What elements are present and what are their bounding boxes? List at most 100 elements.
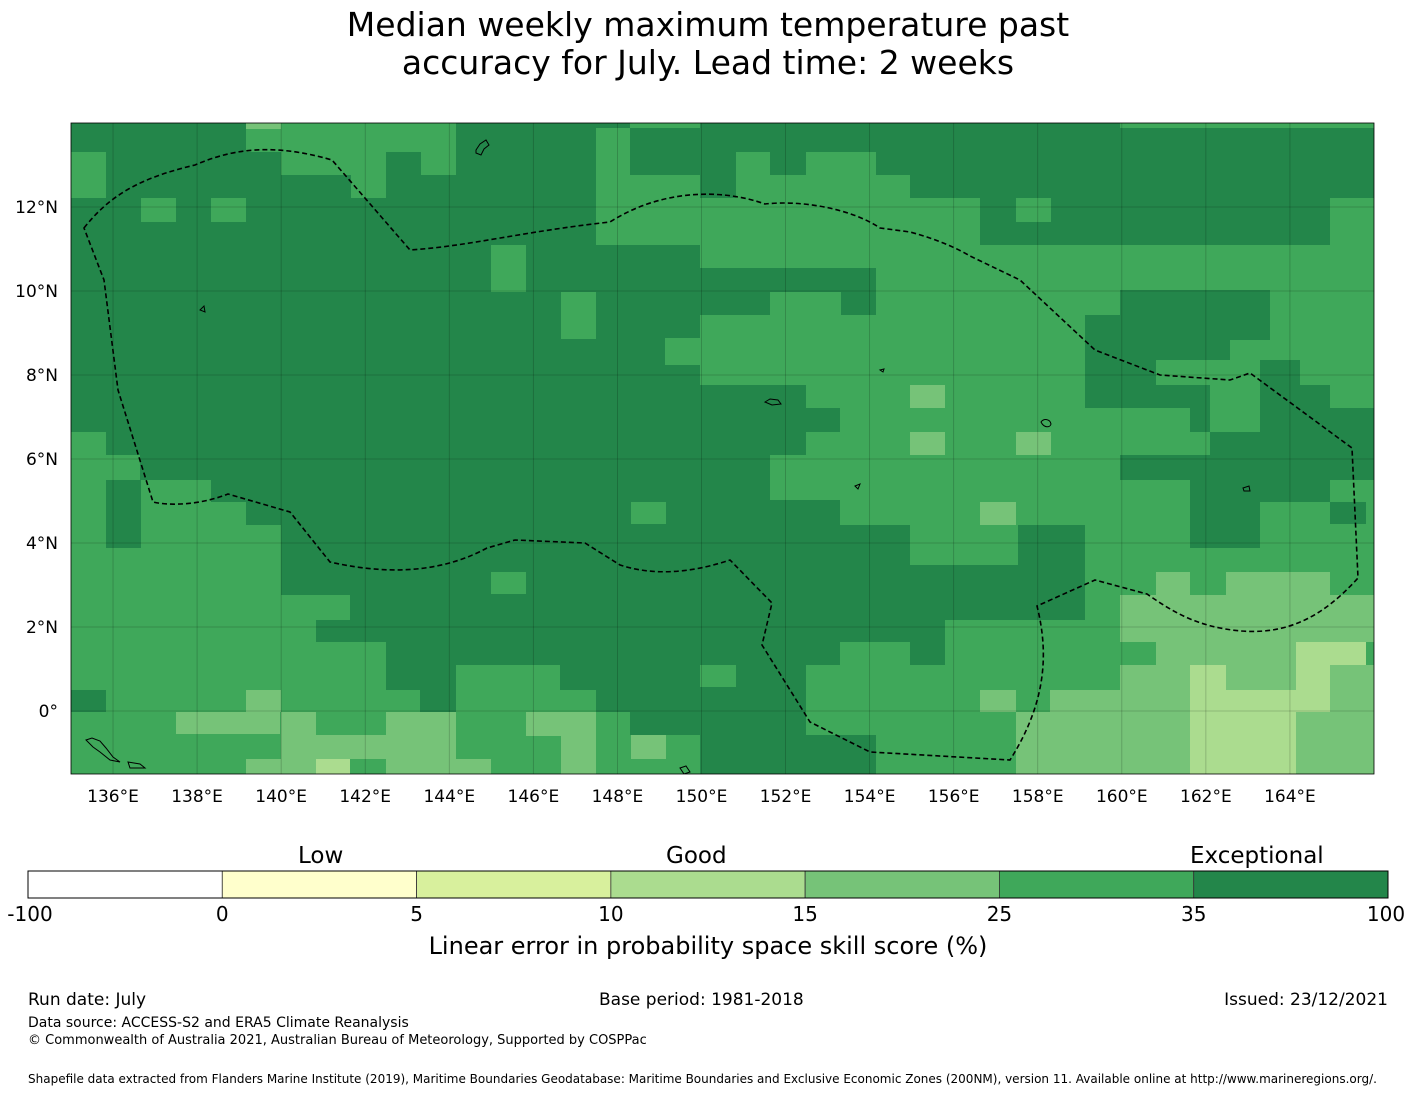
colorbar-tick-label: 5	[410, 902, 423, 926]
cell-good	[211, 198, 246, 222]
x-tick-label: 162°E	[1180, 787, 1232, 807]
map-frame	[70, 122, 1375, 775]
x-tick-label: 158°E	[1012, 787, 1064, 807]
colorbar-tick-label: -100	[7, 902, 53, 926]
cell-light	[980, 502, 1016, 525]
islands	[85, 139, 1251, 774]
colorbar-bin	[610, 870, 806, 899]
x-tick-label: 138°E	[171, 787, 223, 807]
colorbar-tick-label: 0	[215, 902, 229, 926]
cell-light	[561, 735, 596, 774]
x-tick-label: 154°E	[844, 787, 896, 807]
cell-exceptional	[211, 175, 246, 198]
cell-good	[1330, 198, 1374, 245]
y-tick-label: 4°N	[26, 534, 58, 554]
colorbar-title: Linear error in probability space skill …	[428, 932, 988, 960]
colorbar-bin	[1193, 870, 1389, 899]
run-date: Run date: July	[28, 990, 147, 1010]
x-tick-label: 148°E	[592, 787, 644, 807]
cell-light	[176, 712, 280, 734]
cell-light	[910, 432, 945, 455]
colorbar-tick-label: 35	[1180, 902, 1207, 926]
cells-10-15	[316, 642, 1366, 774]
cell-light	[1016, 712, 1190, 774]
cell-light	[631, 735, 666, 759]
cell-good	[1050, 245, 1120, 268]
cell-light	[316, 735, 386, 759]
cell-light	[1156, 572, 1190, 595]
axis-tick-labels: 136°E 138°E 140°E 142°E 144°E 146°E 148°E 150°E…	[15, 198, 1316, 807]
data-source: Data source: ACCESS-S2 and ERA5 Climate …	[28, 1015, 409, 1031]
cell-verylight	[1190, 665, 1226, 774]
x-tick-label: 146°E	[508, 787, 560, 807]
cell-light	[1120, 665, 1190, 690]
cell-exceptional	[840, 735, 876, 774]
island-png-2	[127, 761, 147, 769]
cell-good	[806, 222, 841, 268]
colorbar-bin	[804, 870, 1000, 899]
cell-verylight	[1296, 665, 1330, 712]
copyright: © Commonwealth of Australia 2021, Austra…	[28, 1033, 647, 1048]
map-title-line1: Median weekly maximum temperature past	[346, 5, 1070, 44]
cell-light	[456, 759, 491, 774]
cell-light	[1226, 572, 1330, 595]
category-low: Low	[298, 843, 344, 869]
cell-verylight	[1226, 690, 1296, 774]
y-tick-label: 2°N	[26, 618, 58, 638]
x-tick-label: 140°E	[255, 787, 307, 807]
island-nauru-2	[854, 483, 861, 490]
cell-verylight	[316, 759, 350, 774]
colorbar	[27, 870, 1389, 899]
cell-light	[246, 690, 281, 712]
shapefile-credit: Shapefile data extracted from Flanders M…	[28, 1072, 1377, 1086]
colorbar-tick-label: 100	[1366, 902, 1406, 926]
region-exceptional-east	[1085, 290, 1374, 548]
x-tick-label: 150°E	[676, 787, 728, 807]
cell-good	[491, 245, 526, 292]
map-title-line2: accuracy for July. Lead time: 2 weeks	[401, 43, 1015, 82]
colorbar-tick-label: 10	[598, 902, 624, 926]
cell-light	[1120, 595, 1374, 642]
colorbar-tick-label: 15	[792, 902, 818, 926]
island-yap	[199, 304, 206, 313]
y-tick-label: 8°N	[26, 366, 58, 386]
cell-light	[526, 712, 596, 736]
cell-verylight	[1296, 642, 1366, 665]
cell-exceptional	[71, 690, 106, 712]
colorbar-frame	[27, 870, 1389, 899]
island-chuuk	[763, 398, 782, 406]
island-guam	[475, 139, 490, 156]
island-pohnpei	[1040, 419, 1052, 428]
maritime-boundaries	[83, 148, 1359, 761]
x-tick-label: 142°E	[339, 787, 391, 807]
cell-good	[841, 292, 876, 315]
cell-good	[561, 292, 596, 339]
graticule	[71, 123, 1374, 774]
cell-light	[246, 123, 281, 129]
island-nauru	[878, 368, 885, 373]
issued-date: Issued: 23/12/2021	[1224, 990, 1388, 1010]
cell-good	[631, 502, 666, 524]
cell-light	[980, 690, 1016, 712]
island-png	[85, 737, 121, 763]
cell-good	[700, 665, 736, 687]
category-good: Good	[666, 843, 727, 869]
cell-exceptional	[1330, 502, 1366, 524]
x-tick-label: 152°E	[760, 787, 812, 807]
cell-exceptional	[316, 175, 351, 198]
cell-good	[491, 572, 526, 594]
y-tick-label: 12°N	[15, 198, 58, 218]
x-tick-label: 136°E	[87, 787, 139, 807]
cell-good	[1016, 198, 1051, 222]
base-period: Base period: 1981-2018	[599, 990, 804, 1010]
cell-exceptional	[106, 480, 141, 548]
x-tick-label: 160°E	[1096, 787, 1148, 807]
island-manus	[679, 765, 691, 774]
cell-light	[1296, 712, 1374, 774]
y-tick-label: 6°N	[26, 450, 58, 470]
colorbar-bin	[416, 870, 612, 899]
x-tick-label: 156°E	[928, 787, 980, 807]
cell-good	[71, 152, 106, 198]
colorbar-bin	[999, 870, 1195, 899]
